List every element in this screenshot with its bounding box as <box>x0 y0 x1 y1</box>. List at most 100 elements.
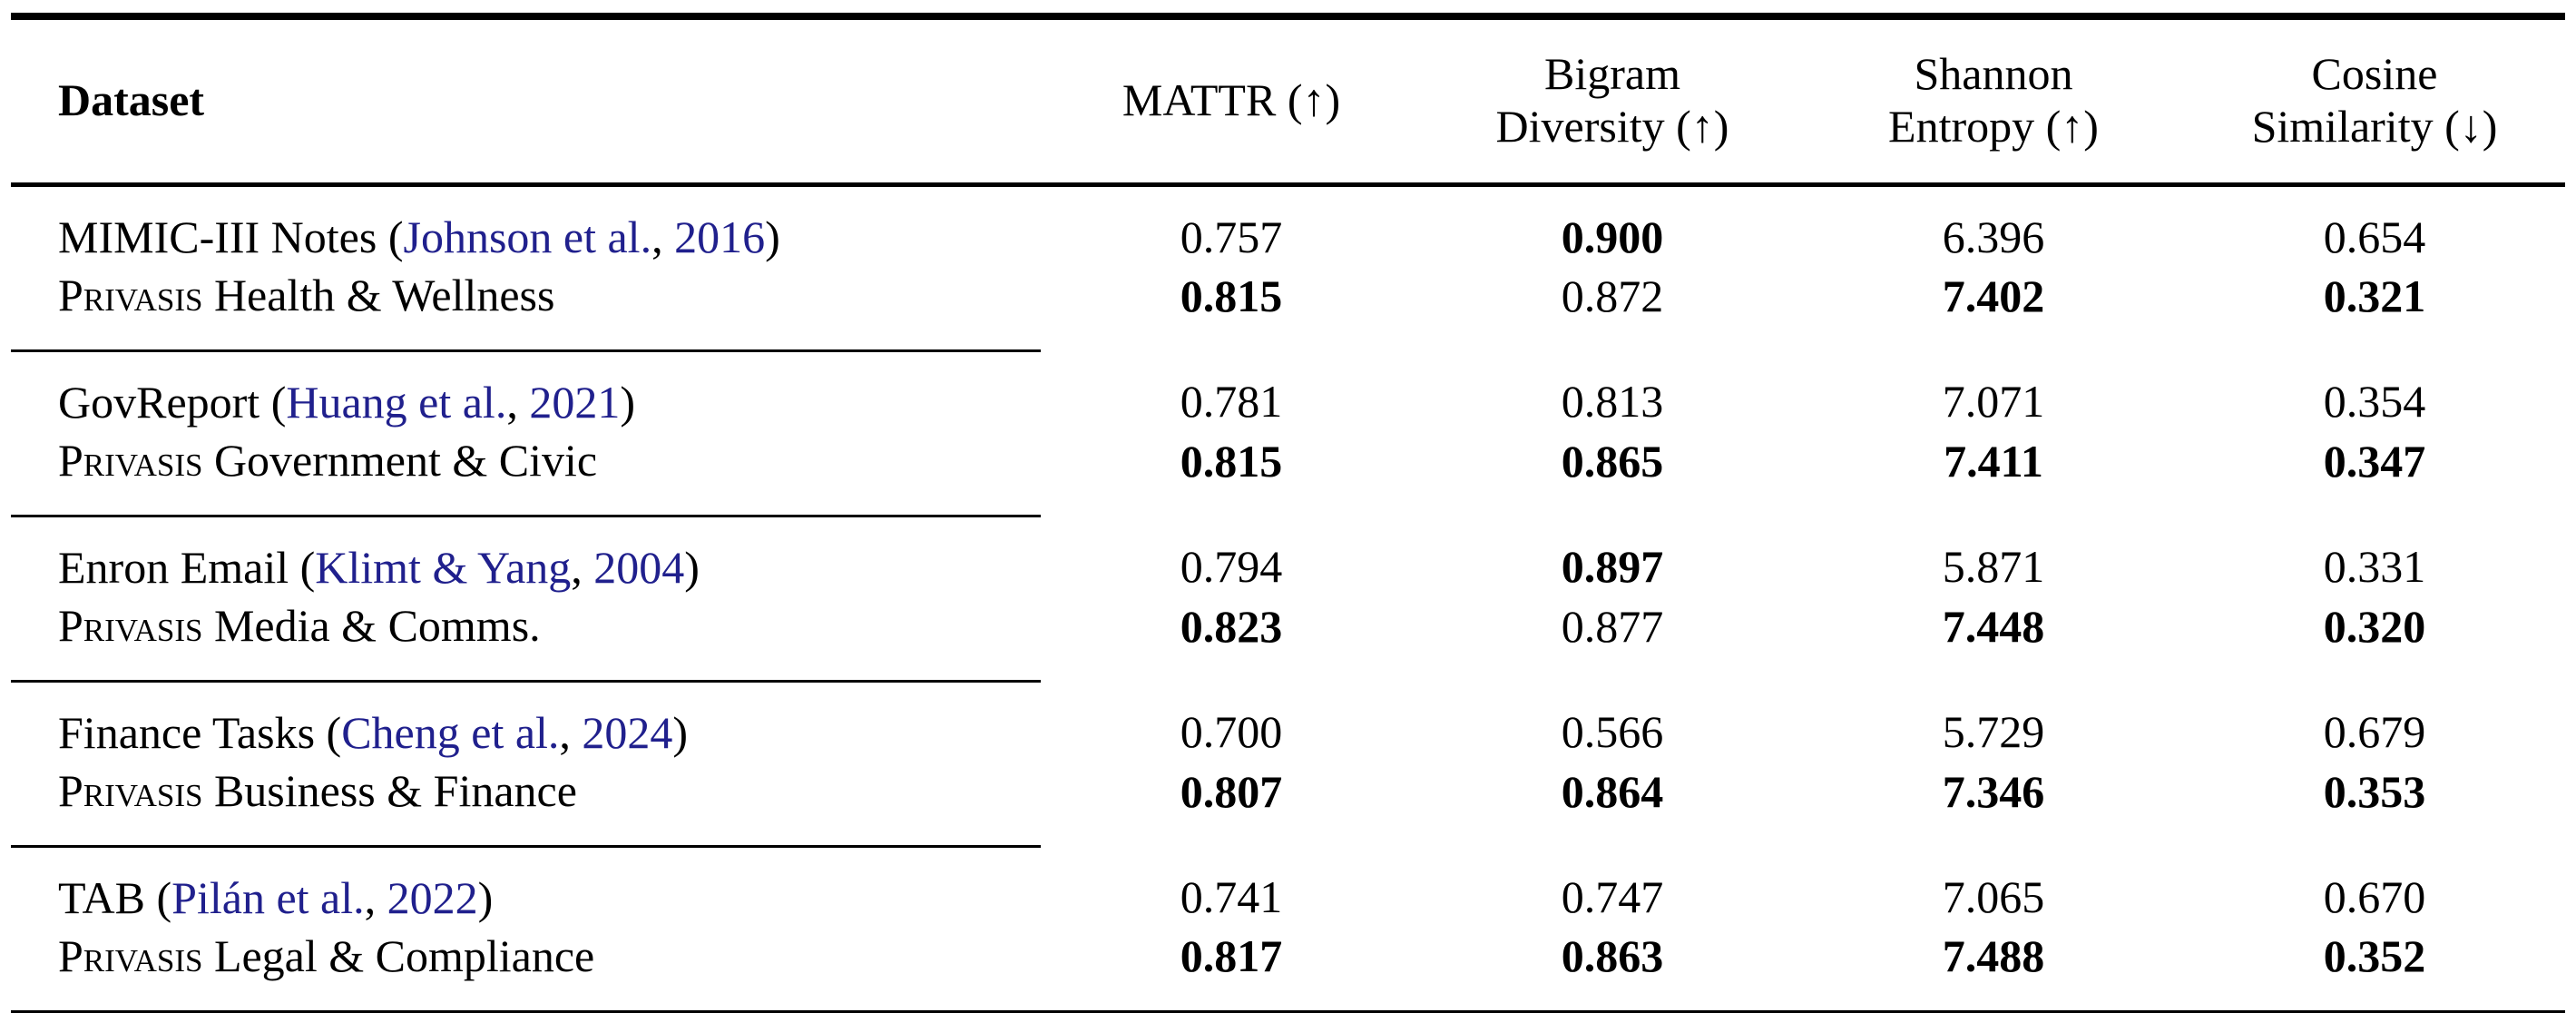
shannon-entropy-value: 7.346 <box>1942 765 2045 817</box>
header-line: Cosine <box>2311 48 2438 99</box>
citation-year-link[interactable]: 2004 <box>593 542 685 593</box>
citation-paren: ) <box>620 377 635 428</box>
dataset-name-cell: Privasis Business & Finance <box>11 762 1041 848</box>
dataset-name-cell: GovReport (Huang et al., 2021) <box>11 351 1041 432</box>
table-row-baseline: Finance Tasks (Cheng et al., 2024) 0.700… <box>11 682 2565 762</box>
table-row-baseline: Enron Email (Klimt & Yang, 2004) 0.794 0… <box>11 516 2565 597</box>
bigram-diversity-value: 0.747 <box>1561 871 1664 923</box>
header-line: Similarity (↓) <box>2251 101 2498 152</box>
column-header-bigram-diversity: Bigram Diversity (↑) <box>1422 16 1803 187</box>
privasis-domain: Business & Finance <box>202 765 577 816</box>
bigram-diversity-value: 0.872 <box>1561 270 1664 321</box>
citation-paren: ) <box>477 872 494 923</box>
citation-author-link[interactable]: Cheng et al. <box>341 707 560 758</box>
dataset-name: TAB <box>58 872 145 923</box>
table-row-baseline: GovReport (Huang et al., 2021) 0.781 0.8… <box>11 351 2565 432</box>
cosine-similarity-value: 0.347 <box>2323 435 2426 487</box>
table-row-baseline: TAB (Pilán et al., 2022) 0.741 0.747 7.0… <box>11 847 2565 928</box>
bigram-diversity-value: 0.566 <box>1561 706 1664 758</box>
bigram-diversity-value: 0.900 <box>1561 211 1664 262</box>
header-line: Entropy (↑) <box>1888 101 2099 152</box>
mattr-value: 0.815 <box>1180 435 1283 487</box>
dataset-name: Enron Email <box>58 542 289 593</box>
cosine-similarity-value: 0.321 <box>2323 270 2426 321</box>
bigram-diversity-value: 0.863 <box>1422 927 1803 1013</box>
citation-year-link[interactable]: 2021 <box>529 377 621 428</box>
citation-author-link[interactable]: Pilán et al. <box>171 872 365 923</box>
shannon-entropy-value: 5.871 <box>1942 541 2045 593</box>
bigram-diversity-value: 0.877 <box>1561 600 1664 652</box>
dataset-name-cell: Finance Tasks (Cheng et al., 2024) <box>11 682 1041 762</box>
mattr-value: 0.807 <box>1180 765 1283 817</box>
cosine-similarity-value: 0.353 <box>2323 765 2426 817</box>
shannon-entropy-value: 5.729 <box>1942 706 2045 758</box>
table-row-privasis: Privasis Government & Civic 0.815 0.865 … <box>11 431 2565 517</box>
dataset-name-cell: Privasis Health & Wellness <box>11 266 1041 352</box>
citation-year-link[interactable]: 2022 <box>387 872 478 923</box>
citation-paren: ( <box>315 707 342 758</box>
citation-separator: , <box>506 377 530 428</box>
citation-separator: , <box>651 211 675 262</box>
privasis-brand: Privasis <box>58 765 203 816</box>
dataset-name: Finance Tasks <box>58 707 316 758</box>
header-row: Dataset MATTR (↑) Bigram Diversity (↑) S… <box>11 16 2565 187</box>
dataset-name: MIMIC-III Notes <box>58 211 377 262</box>
citation-separator: , <box>559 707 583 758</box>
privasis-domain: Legal & Compliance <box>202 930 595 981</box>
dataset-name-cell: Enron Email (Klimt & Yang, 2004) <box>11 516 1041 597</box>
cosine-similarity-value: 0.654 <box>2323 211 2426 262</box>
citation-author-link[interactable]: Johnson et al. <box>403 211 652 262</box>
header-line: MATTR (↑) <box>1121 74 1341 125</box>
citation-author-link[interactable]: Huang et al. <box>286 377 507 428</box>
citation-author-link[interactable]: Klimt & Yang <box>315 542 572 593</box>
cosine-similarity-value: 0.320 <box>2323 600 2426 652</box>
bigram-diversity-value: 0.897 <box>1561 541 1664 593</box>
citation-paren: ) <box>672 707 689 758</box>
citation-paren: ( <box>377 211 404 262</box>
shannon-entropy-value: 7.488 <box>1803 927 2184 1013</box>
dataset-name-cell: TAB (Pilán et al., 2022) <box>11 847 1041 928</box>
citation-separator: , <box>571 542 594 593</box>
table-header: Dataset MATTR (↑) Bigram Diversity (↑) S… <box>11 16 2565 187</box>
header-line: Diversity (↑) <box>1495 101 1729 152</box>
mattr-value: 0.815 <box>1180 270 1283 321</box>
table-body: MIMIC-III Notes (Johnson et al., 2016) 0… <box>11 185 2565 1013</box>
shannon-entropy-value: 7.448 <box>1942 600 2045 652</box>
dataset-name-cell: Privasis Media & Comms. <box>11 596 1041 683</box>
citation-paren: ( <box>145 872 172 923</box>
privasis-domain: Government & Civic <box>202 435 598 486</box>
shannon-entropy-value: 7.071 <box>1942 376 2045 428</box>
header-line: Bigram <box>1544 48 1680 99</box>
cosine-similarity-value: 0.354 <box>2323 376 2426 428</box>
mattr-value: 0.700 <box>1180 706 1283 758</box>
mattr-value: 0.757 <box>1180 211 1283 262</box>
column-header-shannon-entropy: Shannon Entropy (↑) <box>1803 16 2184 187</box>
mattr-value: 0.823 <box>1180 600 1283 652</box>
dataset-name-cell: Privasis Government & Civic <box>11 431 1041 517</box>
cosine-similarity-value: 0.331 <box>2323 541 2426 593</box>
header-line: Shannon <box>1914 48 2073 99</box>
privasis-brand: Privasis <box>58 600 203 651</box>
mattr-value: 0.781 <box>1180 376 1283 428</box>
citation-separator: , <box>364 872 387 923</box>
dataset-name-cell: Privasis Legal & Compliance <box>11 927 1041 1013</box>
dataset-name-cell: MIMIC-III Notes (Johnson et al., 2016) <box>11 185 1041 267</box>
citation-paren: ( <box>289 542 316 593</box>
citation-paren: ) <box>765 211 780 262</box>
privasis-brand: Privasis <box>58 930 203 981</box>
privasis-brand: Privasis <box>58 435 203 486</box>
citation-year-link[interactable]: 2024 <box>582 707 673 758</box>
shannon-entropy-value: 6.396 <box>1942 211 2045 262</box>
cosine-similarity-value: 0.352 <box>2184 927 2565 1013</box>
column-header-cosine-similarity: Cosine Similarity (↓) <box>2184 16 2565 187</box>
metrics-comparison-table: Dataset MATTR (↑) Bigram Diversity (↑) S… <box>11 13 2565 1013</box>
bigram-diversity-value: 0.864 <box>1561 765 1664 817</box>
citation-paren: ) <box>684 542 700 593</box>
dataset-name: GovReport <box>58 377 260 428</box>
table-row-privasis: Privasis Legal & Compliance 0.817 0.863 … <box>11 927 2565 1013</box>
privasis-brand: Privasis <box>58 270 203 320</box>
privasis-domain: Health & Wellness <box>202 270 555 320</box>
table-row-privasis: Privasis Media & Comms. 0.823 0.877 7.44… <box>11 596 2565 683</box>
citation-year-link[interactable]: 2016 <box>674 211 766 262</box>
mattr-value: 0.794 <box>1180 541 1283 593</box>
